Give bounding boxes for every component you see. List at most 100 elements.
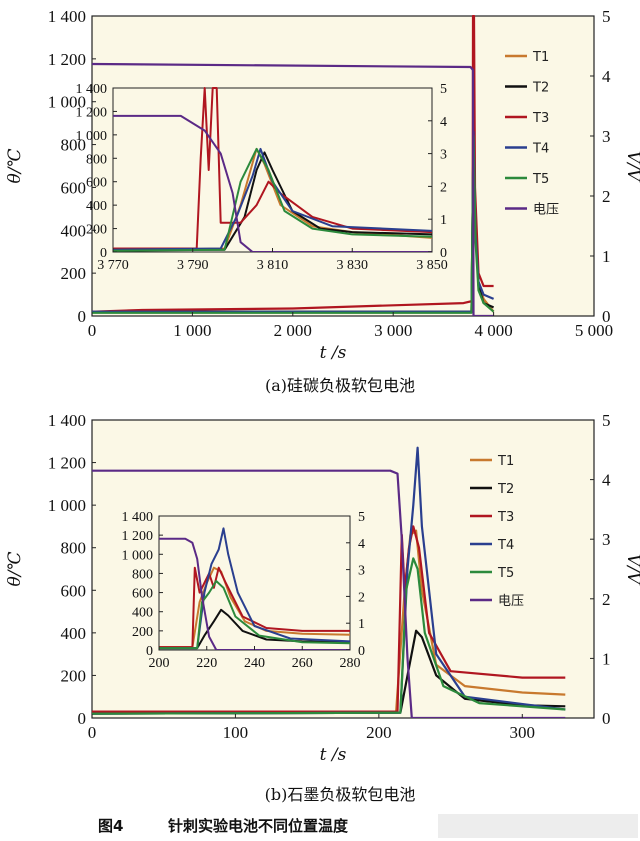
legend-label-T1: T1 <box>532 50 549 65</box>
series-line-voltage <box>113 114 432 252</box>
y-tick-label: 200 <box>61 666 87 685</box>
x-tick-label: 3 790 <box>177 258 209 273</box>
chart-a-inset: 3 770 3 790 3 810 3 830 3 85002004006008001 … <box>76 82 448 273</box>
series-line-T4 <box>113 147 432 251</box>
legend-label-T3: T3 <box>532 111 549 126</box>
series-line-T3 <box>92 525 566 713</box>
legend-label-voltage: 电压 <box>498 594 524 609</box>
x-tick-label: 280 <box>340 656 361 671</box>
x-tick-label: 3 810 <box>257 258 289 273</box>
y-tick-label: 400 <box>61 624 87 643</box>
y-tick-label: 1 400 <box>48 7 86 26</box>
series-group <box>159 527 350 650</box>
x-tick-label: 0 <box>88 321 97 340</box>
x-tick-label: 4 000 <box>474 321 512 340</box>
x-tick-label: 260 <box>292 656 313 671</box>
series-line-T5 <box>159 580 350 650</box>
series-line-T5 <box>92 134 495 314</box>
y-tick-label: 800 <box>132 567 153 582</box>
legend-label-T1: T1 <box>497 454 514 469</box>
y-tick-label: 1 200 <box>122 529 154 544</box>
y-tick-label: 800 <box>61 539 87 558</box>
series-line-T2 <box>113 151 432 251</box>
y2-tick-label: 1 <box>602 649 611 668</box>
y-tick-label: 800 <box>86 152 107 167</box>
y-axis-title: θ/℃ <box>5 552 25 587</box>
x-tick-label: 0 <box>88 723 97 742</box>
y-tick-label: 400 <box>61 221 87 240</box>
figure-title: 针刺实验电池不同位置温度 <box>168 817 349 835</box>
y-tick-label: 0 <box>78 709 87 728</box>
y-tick-label: 600 <box>86 176 107 191</box>
series-line-T5 <box>113 147 432 252</box>
y-tick-label: 400 <box>86 199 107 214</box>
y-tick-label: 200 <box>132 625 153 640</box>
y2-tick-label: 1 <box>602 247 611 266</box>
legend-label-T4: T4 <box>532 142 549 157</box>
y2-tick-label: 3 <box>602 127 611 146</box>
y-tick-label: 1 200 <box>48 50 86 69</box>
y2-tick-label: 5 <box>602 411 611 430</box>
series-line-T5 <box>92 557 566 715</box>
series-group <box>113 87 432 252</box>
x-tick-label: 5 000 <box>575 321 613 340</box>
x-tick-label: 100 <box>223 723 249 742</box>
y2-tick-label: 2 <box>602 590 611 609</box>
y-axis-title: θ/℃ <box>5 149 25 184</box>
series-group <box>92 15 495 316</box>
legend-label-T5: T5 <box>532 172 549 187</box>
series-line-voltage <box>92 62 494 316</box>
y-tick-label: 0 <box>78 307 87 326</box>
y-tick-label: 1 000 <box>76 129 108 144</box>
x-tick-label: 1 000 <box>173 321 211 340</box>
y2-tick-label: 3 <box>358 564 365 579</box>
legend-label-voltage: 电压 <box>533 203 559 218</box>
x-tick-label: 2 000 <box>274 321 312 340</box>
y2-tick-label: 2 <box>602 187 611 206</box>
y-tick-label: 600 <box>132 587 153 602</box>
x-axis-title: t /s <box>320 343 347 363</box>
y-tick-label: 1 200 <box>48 454 86 473</box>
y-tick-label: 1 000 <box>122 548 154 563</box>
y2-tick-label: 4 <box>602 471 611 490</box>
y2-tick-label: 1 <box>440 213 447 228</box>
x-tick-label: 3 830 <box>337 258 369 273</box>
x-tick-label: 240 <box>244 656 265 671</box>
legend-label-T3: T3 <box>497 510 514 525</box>
x-axis-title: t /s <box>320 745 347 765</box>
y-tick-label: 1 400 <box>48 411 86 430</box>
x-tick-label: 3 850 <box>416 258 448 273</box>
y-tick-label: 1 000 <box>48 93 86 112</box>
y2-tick-label: 5 <box>440 82 447 97</box>
y-tick-label: 1 400 <box>76 82 108 97</box>
x-tick-label: 200 <box>366 723 392 742</box>
legend-label-T2: T2 <box>497 482 514 497</box>
x-tick-label: 3 770 <box>97 258 129 273</box>
y2-tick-label: 4 <box>358 537 365 552</box>
y2-tick-label: 4 <box>602 67 611 86</box>
caption-b: (b)石墨负极软包电池 <box>265 785 416 804</box>
y2-tick-label: 4 <box>440 115 447 130</box>
y-tick-label: 600 <box>61 581 87 600</box>
y2-tick-label: 0 <box>358 644 365 659</box>
y2-tick-label: 2 <box>358 590 365 605</box>
series-line-voltage <box>92 469 566 718</box>
y2-tick-label: 0 <box>602 709 611 728</box>
series-line-T3 <box>159 566 350 649</box>
y-tick-label: 1 000 <box>48 496 86 515</box>
legend-label-T2: T2 <box>532 81 549 96</box>
series-line-voltage <box>159 537 350 650</box>
x-tick-label: 200 <box>149 656 170 671</box>
y-tick-label: 0 <box>146 644 153 659</box>
series-line-T3 <box>113 87 432 250</box>
y-tick-label: 800 <box>61 136 87 155</box>
series-group <box>92 446 566 718</box>
x-tick-label: 300 <box>510 723 536 742</box>
y-tick-label: 600 <box>61 178 87 197</box>
y2-tick-label: 3 <box>602 530 611 549</box>
x-tick-label: 220 <box>196 656 217 671</box>
y2-tick-label: 0 <box>440 246 447 261</box>
